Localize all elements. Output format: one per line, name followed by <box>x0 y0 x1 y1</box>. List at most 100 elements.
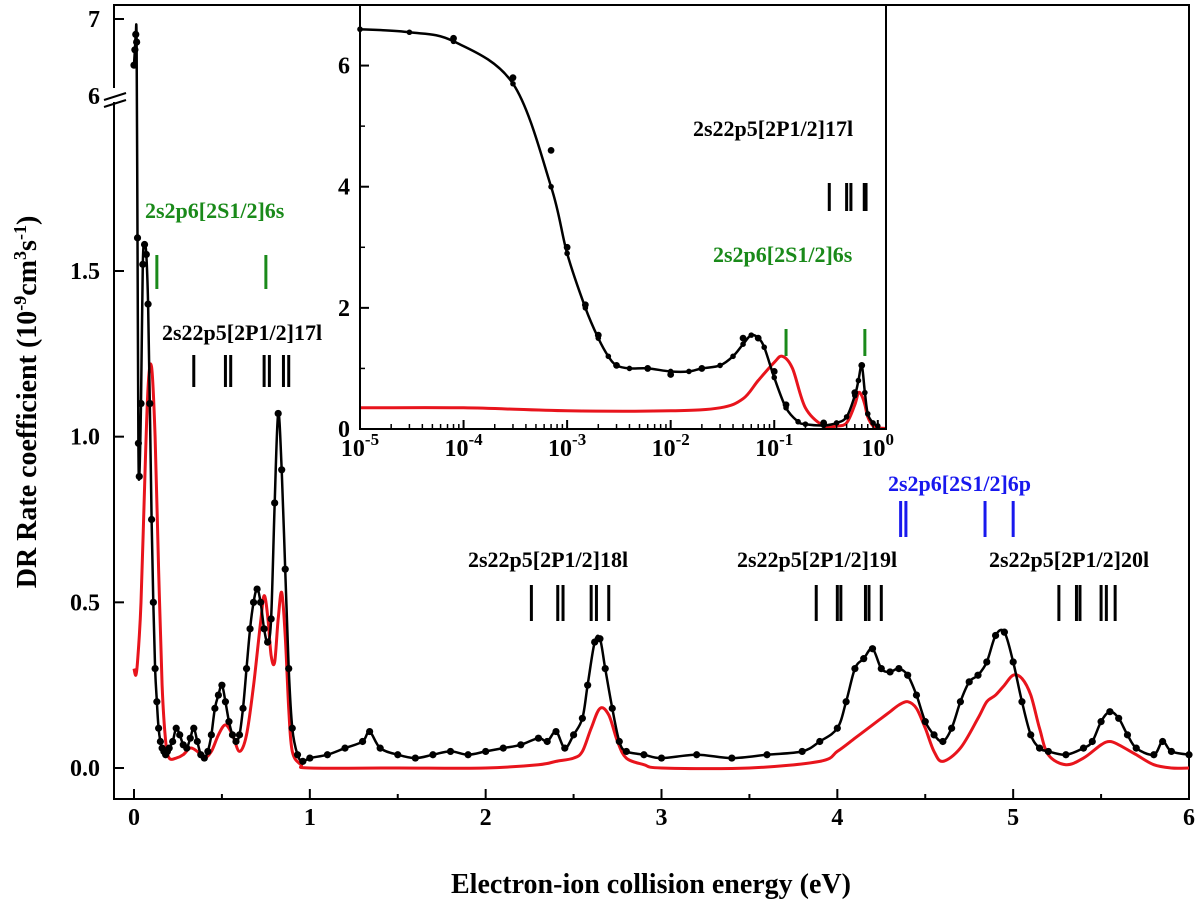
experiment-point <box>1062 751 1070 759</box>
experiment-point <box>1123 731 1132 739</box>
experiment-point <box>411 754 419 762</box>
x-tick-label: 0 <box>128 805 140 831</box>
inset-experiment-point <box>870 420 876 426</box>
inset-experiment-point <box>795 418 801 425</box>
experiment-point <box>601 665 609 673</box>
inset-x-tick-label: 10-2 <box>652 430 690 462</box>
experiment-point <box>622 747 630 756</box>
inset-experiment-point <box>740 341 746 348</box>
x-tick-label: 3 <box>656 805 668 831</box>
experiment-point <box>608 704 616 712</box>
experiment-point <box>1115 714 1123 722</box>
inset-x-tick-label: 10-1 <box>755 430 793 462</box>
experiment-point <box>1044 747 1052 756</box>
configuration-label: 2s22p5[2P1/2]17l <box>162 320 322 345</box>
experiment-point <box>133 38 141 46</box>
experiment-point <box>140 240 149 249</box>
experiment-point <box>271 499 279 507</box>
inset-annotations: 2s22p5[2P1/2]17l 2s2p6[2S1/2]6s <box>693 116 868 356</box>
inset-experiment-point <box>644 365 651 372</box>
inset-y-tick-label: 4 <box>338 175 350 201</box>
experiment-point <box>1132 744 1140 752</box>
y-tick-label: 0.0 <box>70 756 100 782</box>
inset-y-tick-label: 6 <box>338 54 350 80</box>
experiment-point <box>306 754 314 762</box>
theory-line <box>132 362 1190 771</box>
experiment-point <box>246 625 254 633</box>
experiment-point <box>193 737 201 746</box>
experiment-point <box>569 731 578 739</box>
experiment-point <box>1035 744 1044 752</box>
x-tick-label: 2 <box>480 805 492 831</box>
configuration-label: 2s22p5[2P1/2]17l <box>693 116 853 141</box>
configuration-label: 2s22p5[2P1/2]19l <box>737 547 897 572</box>
experiment-point <box>274 409 282 418</box>
experiment-point <box>1159 737 1167 746</box>
inset-experiment-point <box>699 365 705 372</box>
experiment-point <box>137 399 145 408</box>
y-axis-exp: -9 <box>10 296 30 311</box>
experiment-point <box>200 754 208 762</box>
experiment-point <box>147 515 156 524</box>
experiment-point <box>1106 708 1114 716</box>
x-tick-label: 1 <box>304 805 316 831</box>
inset-x-tick-label: 10-3 <box>548 430 586 462</box>
experiment-point <box>260 625 268 633</box>
experiment-point <box>446 747 455 756</box>
experiment-point <box>225 718 233 726</box>
experiment-point <box>657 754 666 762</box>
experiment-point <box>281 565 289 573</box>
experiment-point <box>366 727 374 736</box>
experiment-point <box>183 744 191 752</box>
experiment-point <box>149 598 157 606</box>
x-tick-label: 5 <box>1007 805 1019 831</box>
inset-experiment-point <box>563 243 571 251</box>
inset-experiment-point <box>833 420 840 426</box>
experiment-point <box>851 665 859 673</box>
experiment-point <box>207 731 215 739</box>
inset-experiment-point <box>771 374 778 381</box>
experiment-point <box>130 61 138 69</box>
experiment-point <box>798 747 806 756</box>
inset-experiment-point <box>730 353 736 360</box>
experiment-point <box>156 737 164 746</box>
experiment-point <box>429 751 437 759</box>
experiment-point <box>1088 737 1096 746</box>
inset-experiment-point <box>450 38 457 45</box>
experiment-point <box>285 665 293 673</box>
experiment-point <box>232 737 240 746</box>
inset-experiment-point <box>761 344 768 351</box>
experiment-point <box>133 234 142 242</box>
experiment-point <box>134 439 142 447</box>
y-tick-label: 1.0 <box>70 425 100 451</box>
experiment-point <box>763 751 771 759</box>
experiment-point <box>139 260 147 268</box>
experiment-point <box>552 727 560 736</box>
experiment-point <box>278 466 286 474</box>
experiment-point <box>228 731 237 739</box>
inset-y-tick-label: 2 <box>338 296 350 322</box>
experiment-point <box>190 724 198 732</box>
inset-experiment-point <box>717 362 723 369</box>
experiment-point <box>482 747 490 756</box>
experiment-point <box>956 698 965 706</box>
experiment-point <box>464 751 472 759</box>
axis-break-marks <box>103 88 127 108</box>
experiment-point <box>842 698 850 706</box>
experiment-point <box>267 615 275 623</box>
experiment-point <box>1018 698 1026 706</box>
experiment-point <box>264 638 272 646</box>
experiment-point <box>877 665 885 673</box>
experiment-point <box>218 681 226 689</box>
y-tick-label: 7 <box>88 7 100 33</box>
inset-experiment-point <box>783 405 789 411</box>
configuration-label: 2s2p6[2S1/2]6p <box>888 471 1031 496</box>
inset-experiment-point <box>595 335 602 341</box>
experiment-point <box>186 734 194 742</box>
inset-background <box>360 5 886 429</box>
x-axis-title: Electron-ion collision energy (eV) <box>451 869 851 900</box>
inset-experiment-point <box>858 362 865 369</box>
inset-experiment-point <box>686 368 692 375</box>
experiment-point <box>939 737 947 746</box>
experiment-point <box>517 741 525 749</box>
